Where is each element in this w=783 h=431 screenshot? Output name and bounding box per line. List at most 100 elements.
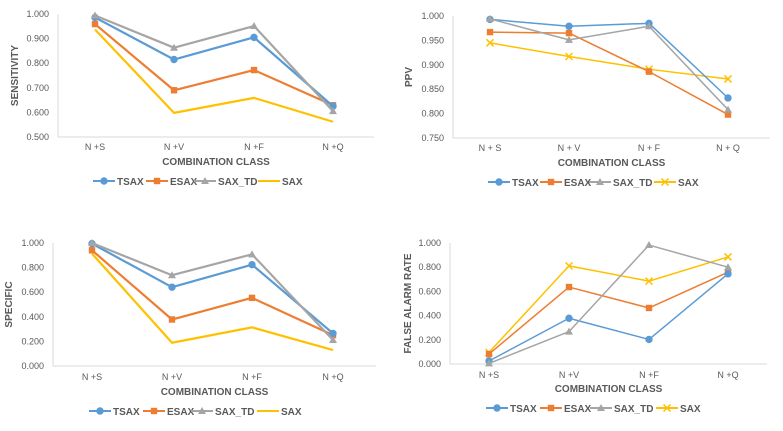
y-axis-title: PPV <box>404 67 415 87</box>
y-tick-label: 0.800 <box>421 109 444 119</box>
legend-marker <box>150 407 158 415</box>
legend-item-sax: SAX <box>258 177 303 188</box>
legend: TSAX ESAX SAX_TD SAX <box>488 177 699 189</box>
data-point-marker <box>565 283 573 291</box>
data-point-marker <box>724 263 732 271</box>
y-tick-label: 0.850 <box>421 84 444 94</box>
data-point-marker <box>723 74 733 83</box>
legend-label: SAX <box>281 407 302 418</box>
data-point-marker <box>91 20 99 28</box>
y-tick-label: 0.200 <box>21 336 44 346</box>
data-point-marker <box>645 304 653 312</box>
y-axis-title: SPECIFIC <box>4 281 15 327</box>
x-tick-label: N +V <box>162 372 182 382</box>
data-point-marker <box>248 250 256 258</box>
series-line <box>94 16 334 108</box>
legend-label: ESAX <box>170 177 198 188</box>
series-line <box>488 271 729 355</box>
data-point-marker <box>88 239 96 246</box>
legend-label: TSAX <box>512 178 539 189</box>
series-line <box>489 31 729 116</box>
x-tick-label: N +Q <box>322 142 343 152</box>
y-tick-label: 0.200 <box>418 335 441 345</box>
chart-specific: 0.000 0.200 0.400 0.600 0.800 1.000 N +S N +V N … <box>4 238 376 418</box>
legend-marker <box>100 177 108 185</box>
legend-label: SAX_TD <box>614 404 653 415</box>
x-tick-label: N + F <box>638 143 661 153</box>
data-point-marker <box>485 38 495 47</box>
x-tick-label: N +Q <box>717 370 738 380</box>
series-line <box>91 242 334 335</box>
data-point-marker <box>486 14 494 22</box>
series-tsax <box>486 15 732 102</box>
legend-marker <box>96 407 104 415</box>
data-point-marker <box>565 327 573 335</box>
x-axis-title: COMBINATION CLASS <box>558 158 666 169</box>
data-point-marker <box>248 260 256 269</box>
data-point-marker <box>91 11 99 19</box>
data-point-marker <box>485 359 493 367</box>
legend-item-tsax: TSAX <box>93 177 144 188</box>
series-sax <box>485 38 733 83</box>
x-tick-label: N + S <box>479 143 502 153</box>
x-tick-label: N +Q <box>322 372 343 382</box>
chart-ppv: 0.750 0.800 0.850 0.900 0.950 1.000 N + S N + V… <box>404 11 770 189</box>
legend: TSAX ESAX SAX_TD SAX <box>486 403 701 415</box>
y-tick-label: 1.000 <box>26 9 49 19</box>
x-axis-title: COMBINATION CLASS <box>161 387 269 398</box>
series-line <box>94 23 334 107</box>
x-tick-label: N +S <box>82 372 102 382</box>
legend-marker <box>547 178 555 186</box>
y-tick-label: 0.400 <box>21 312 44 322</box>
data-point-marker <box>724 270 732 278</box>
legend-item-sax_td: SAX_TD <box>194 177 257 188</box>
legend-item-esax: ESAX <box>540 178 592 189</box>
legend-label: SAX_TD <box>215 407 254 418</box>
y-tick-label: 0.800 <box>418 262 441 272</box>
data-point-marker <box>170 55 178 64</box>
data-point-marker <box>645 241 653 249</box>
data-point-marker <box>724 111 732 118</box>
legend-marker <box>596 178 604 185</box>
legend-item-esax: ESAX <box>146 177 198 188</box>
y-tick-label: 0.700 <box>26 83 49 93</box>
data-point-marker <box>565 29 573 37</box>
series-sax_td <box>88 239 337 344</box>
data-point-marker <box>645 335 653 344</box>
legend-marker <box>597 404 605 411</box>
y-tick-label: 0.600 <box>418 286 441 296</box>
x-tick-label: N +F <box>242 372 262 382</box>
chart-false_alarm_rate: 0.000 0.200 0.400 0.600 0.800 1.000 N +S N +V N … <box>403 238 767 415</box>
series-line <box>488 273 729 362</box>
y-tick-label: 0.800 <box>26 58 49 68</box>
y-tick-label: 0.400 <box>418 311 441 321</box>
series-sax_td <box>486 14 732 113</box>
data-point-marker <box>329 107 337 115</box>
legend-item-tsax: TSAX <box>486 404 537 415</box>
y-tick-label: 0.500 <box>26 132 49 142</box>
data-point-marker <box>565 35 573 43</box>
x-tick-label: N +S <box>85 142 105 152</box>
x-tick-label: N + Q <box>716 143 740 153</box>
series-sax_td <box>91 11 337 115</box>
legend-label: ESAX <box>564 178 592 189</box>
series-line <box>489 18 729 99</box>
series-line <box>489 42 729 80</box>
data-point-marker <box>645 68 653 75</box>
data-point-marker <box>248 294 256 302</box>
y-tick-label: 0.600 <box>21 287 44 297</box>
data-point-marker <box>645 22 653 30</box>
x-tick-label: N +F <box>244 142 264 152</box>
x-axis-title: COMBINATION CLASS <box>162 157 270 168</box>
legend-item-sax_td: SAX_TD <box>590 404 653 415</box>
legend-marker <box>547 404 555 412</box>
x-tick-label: N +V <box>164 142 184 152</box>
y-tick-label: 0.950 <box>421 35 444 45</box>
series-line <box>488 256 729 353</box>
legend-label: TSAX <box>113 407 140 418</box>
y-tick-label: 0.750 <box>421 133 444 143</box>
series-sax_td <box>485 241 732 367</box>
data-point-marker <box>250 33 258 42</box>
series-esax <box>486 28 732 118</box>
